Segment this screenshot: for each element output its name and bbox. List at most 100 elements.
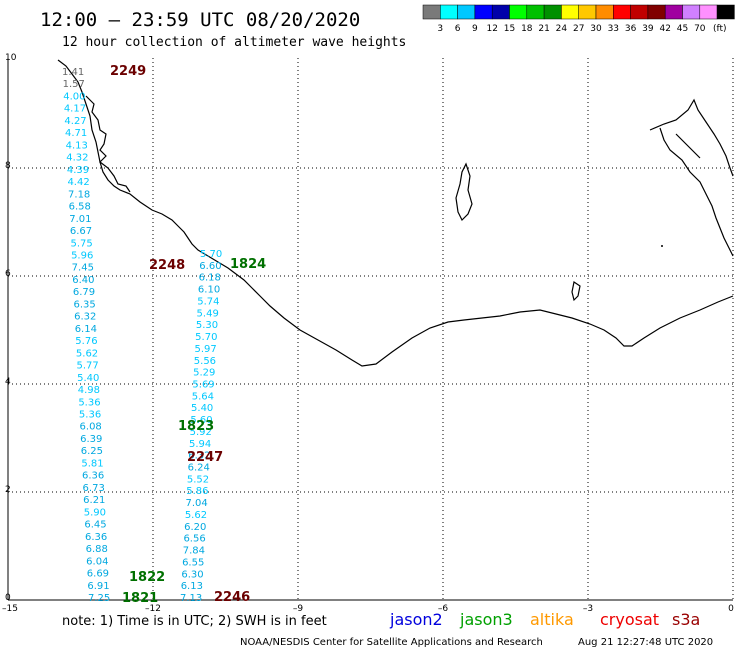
wave-height-value: 5.90 (84, 507, 106, 518)
wave-height-value: 1.57 (63, 79, 85, 90)
footer-timestamp: Aug 21 12:27:48 UTC 2020 (578, 637, 713, 648)
wave-height-value: 4.17 (64, 104, 86, 115)
wave-height-value: 6.10 (198, 285, 220, 296)
wave-height-value: 5.70 (200, 249, 222, 260)
colorbar-swatch (716, 4, 735, 20)
map-title: 12:00 – 23:59 UTC 08/20/2020 (40, 9, 360, 31)
wave-height-value: 6.56 (183, 534, 205, 545)
wave-height-value: 6.14 (75, 324, 97, 335)
colorbar-swatch (422, 4, 441, 20)
colorbar-swatch (543, 4, 562, 20)
wave-height-value: 4.13 (66, 140, 88, 151)
x-tick-label: 0 (728, 604, 734, 614)
y-tick-label: 0 (5, 593, 11, 603)
wave-height-value: 6.21 (83, 495, 105, 506)
wave-height-value: 6.20 (184, 522, 206, 533)
colorbar-swatch (613, 4, 631, 20)
y-tick-label: 6 (5, 269, 11, 279)
colorbar-swatch (699, 4, 718, 20)
wave-height-value: 5.77 (77, 361, 99, 372)
wave-height-value: 7.45 (72, 263, 94, 274)
track-time-labels: 2249 2248 1824 1823 2247 1822 1821 2246 (110, 64, 266, 606)
wave-height-value: 4.42 (67, 177, 89, 188)
wave-height-value: 4.32 (66, 153, 88, 164)
wave-height-value: 4.71 (65, 128, 87, 139)
track-time-label: 2249 (110, 64, 146, 79)
colorbar-swatch (682, 4, 701, 20)
wave-height-value: 5.70 (195, 332, 217, 343)
wave-track-west: 1.411.574.00 4.174.274.714.13 4.324.394.42… (62, 67, 110, 604)
wave-height-value: 6.18 (199, 273, 221, 284)
colorbar-swatch (526, 4, 545, 20)
y-tick-label: 2 (5, 485, 11, 495)
wave-height-value: 5.81 (81, 458, 103, 469)
colorbar-label: 9 (472, 24, 478, 34)
wave-height-value: 6.24 (188, 463, 210, 474)
wave-height-value: 6.58 (69, 202, 91, 213)
grid-lines (8, 58, 734, 600)
wave-height-value: 7.13 (180, 593, 202, 604)
wave-height-value: 6.30 (181, 569, 203, 580)
colorbar-swatch (457, 4, 476, 20)
colorbar-label: 15 (504, 24, 515, 34)
y-axis-labels: 0 2 4 6 8 10 (5, 53, 17, 603)
satellite-legend: jason2 jason3 altika cryosat s3a (389, 610, 700, 629)
island-dot (661, 245, 663, 247)
wave-height-value: 6.08 (80, 422, 102, 433)
wave-height-value: 5.40 (77, 373, 99, 384)
wave-height-value: 5.76 (75, 336, 97, 347)
wave-height-value: 5.96 (71, 250, 93, 261)
colorbar-label: 12 (486, 24, 497, 34)
wave-height-value: 6.67 (70, 226, 92, 237)
track-time-label: 1821 (122, 591, 158, 606)
wave-height-value: 7.04 (186, 498, 208, 509)
colorbar: 3 6 9 12 15 18 21 24 27 30 33 36 39 42 45 70 (422, 4, 735, 34)
x-tick-label: –12 (145, 604, 161, 614)
wave-height-value: 6.55 (182, 557, 204, 568)
wave-height-value: 5.52 (187, 474, 209, 485)
coastline-island-2 (571, 281, 581, 302)
colorbar-swatch (509, 4, 528, 20)
colorbar-label: 30 (590, 24, 602, 34)
colorbar-swatch (595, 4, 614, 20)
wave-height-value: 5.62 (76, 348, 98, 359)
wave-height-value: 5.56 (194, 356, 216, 367)
colorbar-label: 70 (694, 24, 706, 34)
wave-height-value: 6.60 (199, 261, 221, 272)
coastline-peninsula (85, 95, 131, 193)
colorbar-swatch (630, 4, 649, 20)
track-time-label: 1824 (230, 257, 266, 272)
wave-height-value: 5.94 (189, 439, 211, 450)
wave-track-east: 5.706.606.186.105.745.495.305.705.975.56… (180, 249, 222, 604)
wave-height-value: 6.79 (73, 287, 95, 298)
wave-height-value: 6.35 (73, 299, 95, 310)
x-axis-labels: –15 –12 –9 –6 –3 0 (2, 604, 734, 614)
colorbar-label: 6 (455, 24, 461, 34)
wave-height-value: 5.75 (70, 238, 92, 249)
wave-height-value: 6.91 (87, 581, 109, 592)
wave-height-value: 5.86 (186, 486, 208, 497)
wave-height-value: 6.13 (181, 581, 203, 592)
legend-satellite-s3a: s3a (672, 610, 700, 629)
wave-height-value: 6.69 (87, 569, 109, 580)
colorbar-swatch (664, 4, 683, 20)
wave-height-value: 6.45 (84, 520, 106, 531)
colorbar-swatch (578, 4, 597, 20)
y-tick-label: 8 (5, 161, 11, 171)
wave-height-value: 6.25 (81, 446, 103, 457)
map-subtitle: 12 hour collection of altimeter wave hei… (62, 35, 406, 50)
legend-note: note: 1) Time is in UTC; 2) SWH is in fe… (62, 614, 327, 629)
legend-satellite-altika: altika (530, 610, 574, 629)
colorbar-label: 21 (538, 24, 549, 34)
coastline-mainland (57, 59, 734, 367)
wave-height-value: 4.27 (64, 116, 86, 127)
wave-height-value: 5.62 (185, 510, 207, 521)
colorbar-label: 18 (521, 24, 533, 34)
colorbar-swatch (491, 4, 510, 20)
colorbar-label: 36 (625, 24, 637, 34)
wave-height-value: 5.29 (193, 368, 215, 379)
wave-height-value: 6.32 (74, 312, 96, 323)
wave-height-value: 6.88 (86, 544, 108, 555)
x-tick-label: –15 (2, 604, 18, 614)
colorbar-label: 45 (677, 24, 688, 34)
